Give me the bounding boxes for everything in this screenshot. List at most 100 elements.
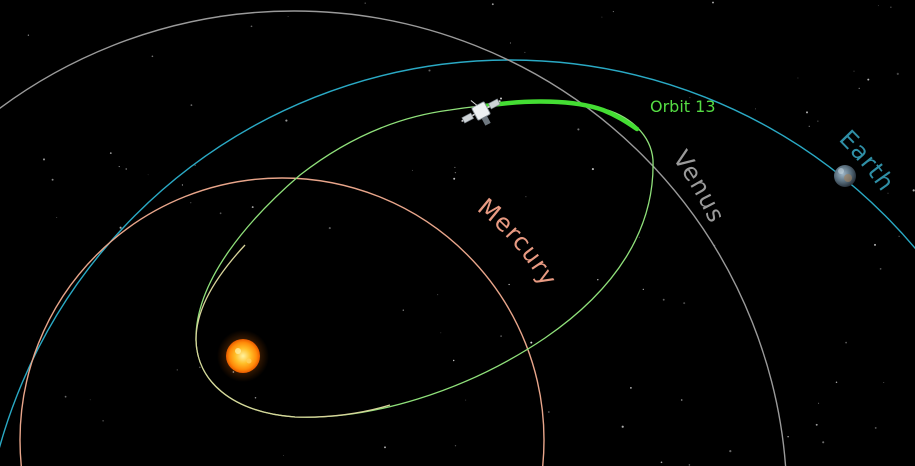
star <box>119 226 122 229</box>
star <box>525 196 527 198</box>
star <box>181 184 183 186</box>
star <box>437 294 439 296</box>
star <box>287 16 289 17</box>
star <box>500 335 502 337</box>
star <box>883 382 885 384</box>
star <box>818 402 820 404</box>
probe-orbit-near-sun <box>195 244 391 418</box>
venus-label: Venus <box>667 145 731 227</box>
star <box>56 217 58 218</box>
star <box>879 268 882 270</box>
star <box>808 125 810 127</box>
star <box>254 396 257 399</box>
star <box>219 212 222 215</box>
star <box>454 445 457 447</box>
star <box>190 202 192 204</box>
earth-orbit <box>0 59 915 449</box>
star <box>874 426 877 429</box>
star <box>364 2 366 4</box>
sun-icon <box>217 330 269 382</box>
star <box>440 332 442 334</box>
star <box>411 169 413 171</box>
venus-orbit <box>0 10 787 466</box>
star <box>835 381 838 384</box>
star <box>176 369 178 371</box>
star <box>662 298 665 301</box>
star <box>125 168 127 170</box>
spacecraft-icon <box>461 98 501 126</box>
star <box>194 164 196 166</box>
star <box>601 16 603 18</box>
star <box>282 455 284 456</box>
star <box>118 166 120 168</box>
star <box>612 11 614 13</box>
star <box>384 446 386 449</box>
star <box>591 168 594 171</box>
star <box>680 399 683 401</box>
star <box>817 120 819 122</box>
star <box>453 177 456 180</box>
star <box>51 178 54 181</box>
star <box>912 189 915 192</box>
star <box>285 119 288 122</box>
star <box>874 243 876 246</box>
star <box>454 166 456 168</box>
star <box>877 5 879 7</box>
star <box>890 6 892 8</box>
star <box>660 461 663 464</box>
star <box>499 97 503 100</box>
star <box>714 244 716 246</box>
star <box>250 25 253 28</box>
star <box>630 387 632 389</box>
star <box>509 42 511 44</box>
star <box>89 399 91 401</box>
star <box>845 341 847 344</box>
star <box>109 152 112 154</box>
star <box>102 420 104 422</box>
star <box>858 87 860 89</box>
star <box>190 104 193 106</box>
star <box>853 70 855 72</box>
star <box>896 72 899 75</box>
star <box>452 359 455 362</box>
star <box>806 111 808 114</box>
orbit-13-highlight <box>482 99 640 132</box>
star <box>524 51 526 53</box>
star <box>328 227 331 230</box>
star <box>491 3 494 6</box>
earth-icon <box>834 165 856 187</box>
star <box>815 423 818 426</box>
star <box>642 288 644 291</box>
star <box>887 192 889 194</box>
star <box>683 302 686 305</box>
star <box>787 436 789 438</box>
star <box>597 278 599 281</box>
mercury-orbit <box>19 177 545 466</box>
probe-orbit <box>195 102 654 418</box>
orbit-label: Orbit 13 <box>650 97 716 116</box>
star <box>797 77 799 79</box>
star <box>27 34 30 36</box>
star <box>638 236 640 238</box>
star <box>530 341 533 344</box>
star <box>508 283 510 286</box>
star <box>755 108 756 110</box>
star <box>712 1 714 4</box>
star <box>428 69 431 72</box>
star <box>465 399 467 401</box>
star <box>689 97 691 99</box>
star <box>898 235 900 237</box>
star <box>251 206 254 209</box>
starfield <box>27 1 915 466</box>
star <box>822 441 825 444</box>
star <box>487 201 489 203</box>
star <box>867 78 870 81</box>
star <box>729 450 732 453</box>
star <box>577 128 580 131</box>
star <box>199 366 201 369</box>
star <box>402 309 404 311</box>
star <box>147 174 149 176</box>
star <box>64 395 67 398</box>
star <box>42 158 46 161</box>
